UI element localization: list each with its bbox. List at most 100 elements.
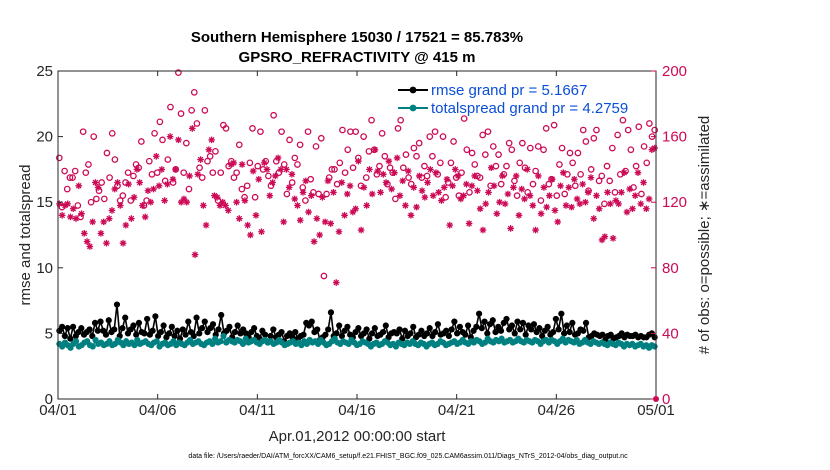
data-point: [503, 315, 510, 323]
possible-obs-marker: [587, 166, 595, 173]
assimilated-obs-marker: [385, 157, 393, 165]
data-point: [651, 334, 658, 341]
possible-obs-marker: [386, 164, 394, 172]
assimilated-obs-marker: [529, 202, 537, 209]
possible-obs-marker: [294, 161, 301, 168]
data-point: [563, 322, 570, 329]
possible-obs-marker: [180, 169, 188, 177]
possible-obs-marker: [288, 179, 296, 186]
assimilated-obs-marker: [141, 213, 149, 221]
legend-totalspread-marker: [409, 104, 417, 112]
assimilated-obs-marker: [122, 221, 130, 229]
assimilated-obs-marker: [402, 202, 409, 209]
data-point: [64, 325, 71, 332]
assimilated-obs-marker: [291, 195, 299, 203]
possible-obs-marker: [331, 166, 338, 173]
assimilated-obs-marker: [274, 154, 282, 162]
data-point: [445, 332, 452, 340]
legend-totalspread-label: totalspread grand pr = 4.2759: [431, 100, 628, 117]
possible-obs-marker: [230, 174, 238, 181]
assimilated-obs-marker: [222, 202, 229, 209]
assimilated-obs-marker: [200, 202, 207, 209]
possible-obs-marker: [304, 128, 312, 136]
assimilated-obs-marker: [324, 177, 332, 185]
assimilated-obs-marker: [474, 187, 481, 195]
assimilated-obs-marker: [125, 180, 132, 188]
assimilated-obs-marker: [562, 202, 570, 209]
data-point: [473, 323, 480, 330]
data-point: [59, 323, 66, 330]
possible-obs-marker: [193, 120, 201, 127]
data-point: [407, 330, 414, 337]
assimilated-obs-marker: [512, 172, 520, 180]
possible-obs-marker: [476, 174, 484, 181]
possible-obs-marker: [421, 162, 428, 170]
assimilated-obs-marker: [393, 154, 401, 162]
assimilated-obs-marker: [518, 185, 526, 193]
possible-obs-marker: [82, 169, 90, 177]
assimilated-obs-marker: [64, 200, 71, 208]
data-point: [327, 309, 335, 316]
assimilated-obs-marker: [582, 198, 589, 206]
assimilated-obs-marker: [609, 234, 617, 242]
data-point: [511, 330, 518, 337]
data-point: [220, 332, 227, 340]
data-point: [278, 328, 285, 336]
assimilated-obs-marker: [211, 192, 218, 199]
assimilated-obs-marker: [166, 133, 174, 140]
assimilated-obs-marker: [92, 179, 99, 186]
assimilated-obs-marker: [263, 166, 271, 173]
possible-obs-marker: [439, 133, 447, 140]
assimilated-obs-marker: [252, 212, 260, 219]
possible-obs-marker: [312, 143, 320, 150]
possible-obs-marker: [556, 161, 563, 168]
assimilated-obs-marker: [86, 243, 94, 250]
assimilated-obs-marker: [269, 179, 276, 186]
assimilated-obs-marker: [288, 171, 296, 178]
possible-obs-marker: [399, 164, 407, 172]
assimilated-obs-marker: [280, 218, 287, 226]
assimilated-obs-marker: [238, 161, 246, 168]
assimilated-obs-marker: [164, 180, 171, 188]
possible-obs-marker: [130, 172, 137, 180]
x-tick-label: 04/11: [239, 402, 275, 419]
possible-obs-marker: [558, 144, 566, 152]
data-point: [558, 310, 565, 317]
possible-obs-marker: [217, 169, 225, 177]
assimilated-obs-marker: [568, 203, 575, 211]
assimilated-obs-marker: [521, 195, 528, 203]
y-axis-left-label: rmse and totalspread: [17, 165, 34, 306]
possible-obs-marker: [497, 180, 505, 188]
possible-obs-marker: [265, 172, 272, 180]
possible-obs-marker: [254, 162, 262, 170]
possible-obs-marker: [198, 174, 206, 181]
possible-obs-marker: [212, 148, 219, 155]
assimilated-obs-marker: [230, 159, 238, 167]
assimilated-obs-marker: [258, 228, 265, 236]
assimilated-obs-marker: [363, 202, 370, 209]
assimilated-obs-marker: [78, 210, 85, 217]
assimilated-obs-marker: [352, 205, 359, 213]
possible-obs-marker: [108, 129, 116, 137]
assimilated-obs-marker: [202, 221, 210, 229]
possible-obs-marker: [100, 195, 108, 203]
assimilated-obs-marker: [451, 166, 459, 173]
possible-obs-marker: [503, 162, 510, 170]
legend-rmse-marker: [409, 86, 417, 94]
possible-obs-marker: [561, 190, 569, 198]
data-point: [198, 325, 206, 332]
assimilated-obs-marker: [507, 225, 514, 232]
possible-obs-marker: [590, 134, 598, 142]
possible-obs-marker: [545, 180, 553, 188]
data-point: [396, 326, 403, 333]
data-point: [569, 319, 576, 326]
data-point: [399, 335, 406, 342]
assimilated-obs-marker: [147, 198, 155, 206]
data-point: [292, 328, 299, 336]
data-point: [456, 323, 463, 330]
data-point: [61, 332, 68, 340]
data-point: [363, 326, 370, 333]
assimilated-obs-marker: [83, 238, 91, 245]
assimilated-obs-marker: [133, 166, 141, 173]
possible-obs-marker: [436, 159, 444, 167]
